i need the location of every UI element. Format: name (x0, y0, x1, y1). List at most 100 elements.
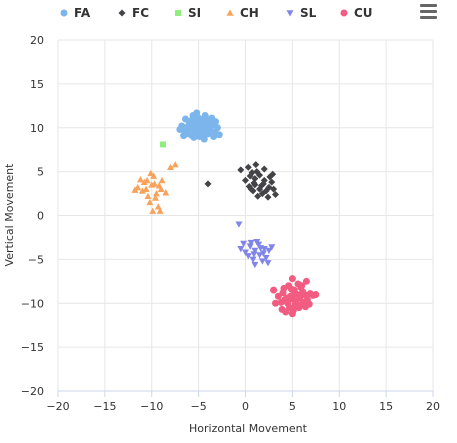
data-point-fa[interactable] (212, 118, 219, 126)
data-point-fa[interactable] (204, 130, 212, 138)
legend-symbol-fc[interactable] (118, 9, 126, 17)
data-point-fc[interactable] (248, 169, 256, 177)
legend[interactable]: FA FC SI CH SL CU (60, 6, 373, 20)
data-point-ch[interactable] (149, 207, 157, 214)
data-point-ch[interactable] (162, 189, 170, 196)
data-point-ch[interactable] (152, 194, 159, 201)
data-point-sl[interactable] (262, 254, 270, 262)
data-point-sl[interactable] (256, 252, 264, 259)
data-point-ch[interactable] (158, 176, 166, 184)
data-point-si[interactable] (160, 141, 166, 148)
data-point-cu[interactable] (291, 300, 299, 308)
data-point-fc[interactable] (270, 185, 278, 193)
data-point-fc[interactable] (269, 170, 277, 178)
data-point-ch[interactable] (156, 207, 164, 214)
data-point-sl[interactable] (251, 247, 259, 255)
data-point-cu[interactable] (287, 285, 295, 293)
chart-menu-button[interactable] (416, 0, 442, 24)
data-point-fa[interactable] (188, 132, 196, 140)
series-ch[interactable] (131, 161, 179, 214)
legend-label[interactable]: CU (354, 6, 373, 20)
data-point-fa[interactable] (182, 126, 190, 134)
legend-symbol-si[interactable] (175, 10, 181, 16)
data-point-ch[interactable] (142, 185, 150, 192)
data-point-ch[interactable] (171, 161, 179, 168)
series-cu[interactable] (270, 275, 320, 318)
data-point-ch[interactable] (167, 163, 174, 171)
data-point-fc[interactable] (256, 171, 264, 179)
series-fc[interactable] (204, 161, 280, 201)
data-point-cu[interactable] (290, 290, 298, 298)
data-point-fa[interactable] (189, 111, 197, 119)
data-point-ch[interactable] (155, 182, 163, 189)
data-point-fa[interactable] (180, 132, 188, 140)
data-point-cu[interactable] (286, 304, 294, 312)
legend-symbol-sl[interactable] (286, 10, 294, 17)
data-point-ch[interactable] (151, 180, 159, 187)
data-point-sl[interactable] (251, 261, 259, 269)
data-point-sl[interactable] (249, 256, 257, 263)
data-point-ch[interactable] (157, 185, 165, 192)
data-point-fc[interactable] (264, 193, 272, 201)
data-point-fc[interactable] (262, 187, 270, 195)
legend-item-sl[interactable]: SL (286, 6, 317, 20)
data-point-fa[interactable] (215, 131, 223, 139)
data-point-fa[interactable] (200, 135, 208, 143)
data-point-cu[interactable] (305, 300, 313, 308)
data-point-fc[interactable] (237, 166, 245, 174)
data-point-fc[interactable] (259, 180, 267, 188)
data-point-sl[interactable] (246, 243, 254, 250)
data-point-sl[interactable] (240, 240, 248, 248)
data-point-fa[interactable] (202, 123, 210, 131)
data-point-sl[interactable] (259, 250, 267, 257)
data-point-ch[interactable] (137, 176, 144, 183)
data-point-cu[interactable] (277, 298, 285, 306)
data-point-cu[interactable] (274, 292, 282, 300)
data-point-ch[interactable] (144, 192, 152, 199)
data-point-ch[interactable] (138, 187, 146, 194)
data-point-cu[interactable] (288, 275, 296, 283)
data-point-fc[interactable] (260, 165, 268, 173)
data-point-fa[interactable] (213, 124, 221, 132)
legend-label[interactable]: FA (74, 6, 91, 20)
series-fa[interactable] (176, 109, 223, 143)
data-point-cu[interactable] (278, 305, 286, 313)
data-point-cu[interactable] (288, 310, 296, 318)
data-point-sl[interactable] (250, 251, 258, 258)
data-point-sl[interactable] (268, 244, 276, 251)
data-point-cu[interactable] (283, 294, 291, 302)
data-point-fa[interactable] (205, 118, 213, 126)
legend-symbol-fa[interactable] (60, 9, 68, 17)
data-point-sl[interactable] (257, 245, 264, 252)
data-point-cu[interactable] (280, 284, 288, 292)
data-point-fc[interactable] (268, 178, 276, 186)
legend-symbol-ch[interactable] (226, 9, 234, 16)
data-point-fa[interactable] (185, 118, 193, 126)
data-point-sl[interactable] (264, 260, 272, 267)
data-point-sl[interactable] (237, 246, 245, 253)
legend-label[interactable]: FC (132, 6, 149, 20)
data-point-sl[interactable] (258, 258, 266, 265)
data-point-fc[interactable] (272, 190, 279, 198)
data-point-ch[interactable] (140, 178, 148, 185)
data-point-sl[interactable] (242, 249, 249, 256)
data-point-fc[interactable] (204, 180, 212, 188)
data-point-fc[interactable] (244, 163, 252, 171)
legend-label[interactable]: CH (240, 6, 259, 20)
legend-item-si[interactable]: SI (175, 6, 201, 20)
data-point-cu[interactable] (298, 282, 306, 290)
data-point-fa[interactable] (191, 124, 199, 132)
data-point-fc[interactable] (252, 161, 260, 169)
data-point-cu[interactable] (312, 290, 320, 298)
data-point-fc[interactable] (242, 176, 249, 184)
data-point-ch[interactable] (154, 203, 162, 210)
data-point-fa[interactable] (210, 133, 218, 141)
data-point-sl[interactable] (247, 239, 255, 247)
data-point-fa[interactable] (176, 126, 184, 134)
data-point-ch[interactable] (147, 169, 155, 177)
series-si[interactable] (160, 141, 166, 148)
data-point-fc[interactable] (250, 179, 258, 187)
data-point-ch[interactable] (131, 186, 139, 193)
series-sl[interactable] (235, 221, 276, 269)
data-point-cu[interactable] (302, 277, 310, 285)
